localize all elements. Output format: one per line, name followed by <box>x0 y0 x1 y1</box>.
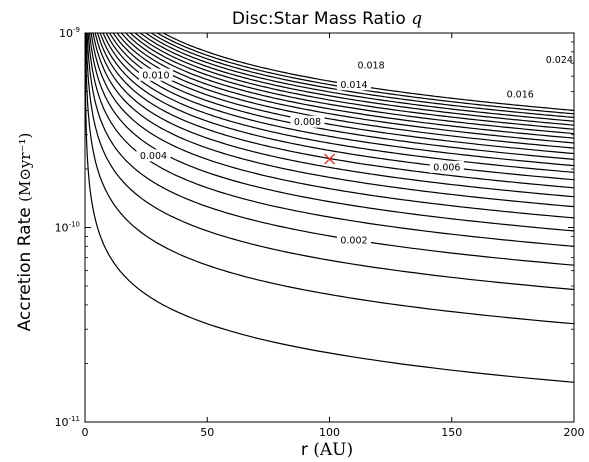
contour-label-bg <box>503 88 538 101</box>
contour-line <box>150 33 574 118</box>
contour-label: 0.024 <box>546 55 573 66</box>
marker-point <box>324 153 335 165</box>
contour-line <box>85 33 574 383</box>
x-axis-label: r (AU) <box>301 440 353 460</box>
x-axis-unit: (AU) <box>313 440 353 460</box>
contour-label-bg <box>542 53 577 66</box>
y-tick-label: 10-11 <box>55 415 80 429</box>
contour-line <box>105 33 574 167</box>
x-tick-label: 150 <box>441 426 462 439</box>
y-axis-unit: (M⊙yr⁻¹) <box>16 133 34 202</box>
x-tick-label: 0 <box>82 426 89 439</box>
contour-line <box>92 33 574 208</box>
contour-label: 0.014 <box>340 80 367 91</box>
x-tick-label: 50 <box>200 426 214 439</box>
contour-label: 0.016 <box>507 90 534 101</box>
contour-label: 0.008 <box>294 117 321 128</box>
contour-label-bg <box>429 160 464 173</box>
contour-label-bg <box>290 115 325 128</box>
contour-labels: 0.002 0.004 0.006 0.008 0.010 0.014 0.016 0.018… <box>136 53 577 247</box>
x-axis-ticks: 0 50 100 150 200 <box>82 33 585 439</box>
contour-line <box>134 33 574 130</box>
contour-label-bg <box>138 68 173 81</box>
contour-lines <box>85 33 574 383</box>
chart-title: Disc:Star Mass Ratio q <box>232 9 422 29</box>
contour-line <box>87 33 574 247</box>
marker-stroke <box>324 153 335 165</box>
y-tick-label: 10-10 <box>55 221 80 235</box>
contour-line <box>88 33 574 232</box>
x-tick-label: 100 <box>319 426 340 439</box>
contour-line <box>129 33 574 135</box>
contour-label-bg <box>354 58 389 71</box>
contour-label: 0.010 <box>142 70 169 81</box>
contour-line <box>94 33 574 198</box>
title-symbol: q <box>411 9 422 29</box>
contour-label: 0.002 <box>340 236 367 247</box>
contour-label: 0.004 <box>140 151 167 162</box>
contour-line <box>116 33 574 149</box>
contour-label-bg <box>136 149 171 162</box>
contour-line <box>85 33 574 325</box>
contour-line <box>90 33 574 219</box>
contour-line <box>96 33 574 189</box>
contour-line <box>120 33 574 144</box>
contour-line <box>145 33 574 122</box>
contour-label: 0.006 <box>433 162 460 173</box>
y-tick-label: 10-9 <box>59 26 80 40</box>
contour-line <box>139 33 574 126</box>
contour-line <box>85 33 574 291</box>
y-axis-ticks: 10-11 10-10 10-9 <box>55 26 574 429</box>
y-axis-label: Accretion Rate (M⊙yr⁻¹) <box>15 133 35 332</box>
contour-label-bg <box>336 78 371 91</box>
contour-label-bg <box>336 234 371 247</box>
contour-line <box>125 33 574 139</box>
contour-line <box>86 33 574 266</box>
x-tick-label: 200 <box>564 426 585 439</box>
contour-line <box>102 33 574 173</box>
contour-label: 0.018 <box>357 60 384 71</box>
